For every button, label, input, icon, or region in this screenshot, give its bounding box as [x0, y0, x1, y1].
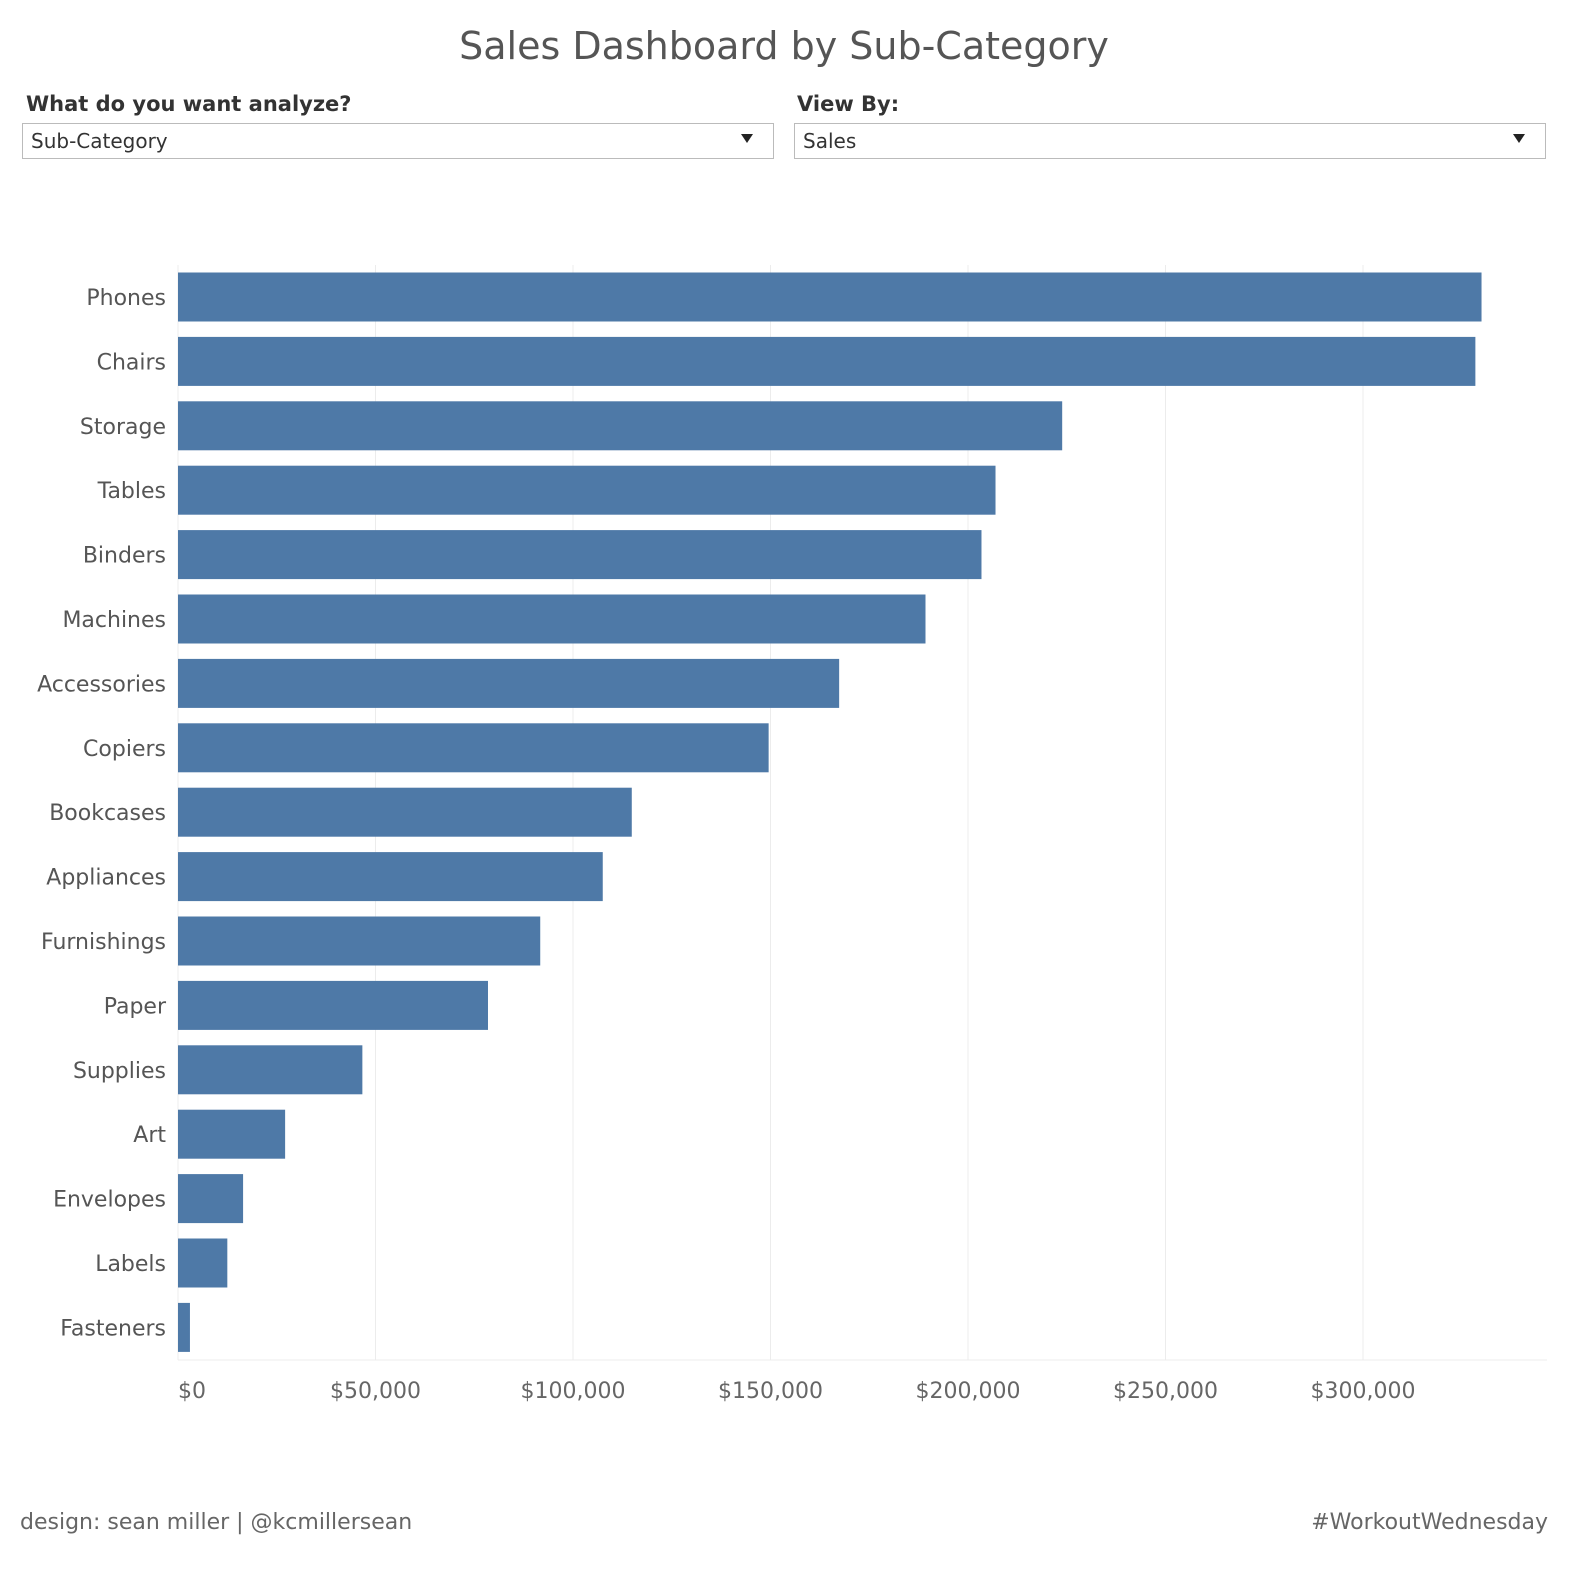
bar-envelopes [178, 1174, 244, 1224]
category-label: Tables [97, 479, 166, 504]
category-label: Phones [86, 286, 166, 311]
dashboard-title: Sales Dashboard by Sub-Category [459, 24, 1109, 68]
bar-furnishings [178, 916, 541, 966]
bar-storage [178, 401, 1063, 451]
chevron-down-icon [741, 134, 753, 143]
bar-appliances [178, 852, 603, 902]
category-label: Paper [104, 994, 167, 1019]
category-label: Furnishings [41, 930, 166, 955]
bar-accessories [178, 658, 840, 708]
category-label: Appliances [46, 866, 166, 891]
view-by-dropdown[interactable]: Sales [794, 123, 1546, 159]
category-label: Storage [80, 415, 166, 440]
bar-binders [178, 530, 982, 580]
category-label: Supplies [73, 1059, 166, 1084]
x-tick-label: $300,000 [1311, 1379, 1416, 1404]
x-tick-label: $100,000 [521, 1379, 626, 1404]
footer-credit: design: sean miller | @kcmillersean [20, 1510, 413, 1535]
x-tick-label: $150,000 [718, 1379, 823, 1404]
bar-paper [178, 980, 488, 1030]
bar-art [178, 1109, 286, 1159]
x-tick-label: $250,000 [1113, 1379, 1218, 1404]
category-label: Labels [95, 1252, 166, 1277]
bar-copiers [178, 723, 769, 773]
view-by-filter-label: View By: [797, 92, 900, 116]
category-label: Envelopes [53, 1188, 166, 1213]
analyze-dropdown[interactable]: Sub-Category [22, 123, 774, 159]
x-tick-label: $200,000 [916, 1379, 1021, 1404]
x-tick-label: $0 [178, 1379, 206, 1404]
category-label: Machines [62, 608, 166, 633]
category-label: Accessories [37, 672, 166, 697]
category-label: Art [133, 1123, 166, 1148]
category-label: Binders [83, 544, 166, 569]
chevron-down-icon [1513, 134, 1525, 143]
bar-chairs [178, 336, 1476, 386]
category-label: Bookcases [49, 801, 166, 826]
bar-bookcases [178, 787, 632, 837]
category-label: Chairs [97, 350, 166, 375]
footer-hashtag: #WorkoutWednesday [1311, 1510, 1548, 1535]
bar-tables [178, 465, 996, 515]
category-label: Fasteners [60, 1316, 166, 1341]
x-tick-label: $50,000 [330, 1379, 421, 1404]
sales-bar-chart: $0 $50,000 $100,000 $150,000 $200,000 $250,00… [37, 265, 1547, 1404]
bar-fasteners [178, 1302, 190, 1352]
category-label: Copiers [83, 737, 166, 762]
analyze-filter-label: What do you want analyze? [26, 92, 352, 116]
bar-machines [178, 594, 926, 644]
bar-phones [178, 272, 1482, 322]
bar-supplies [178, 1045, 363, 1095]
bar-labels [178, 1238, 228, 1288]
analyze-dropdown-value: Sub-Category [31, 129, 168, 153]
view-by-dropdown-value: Sales [803, 129, 857, 153]
